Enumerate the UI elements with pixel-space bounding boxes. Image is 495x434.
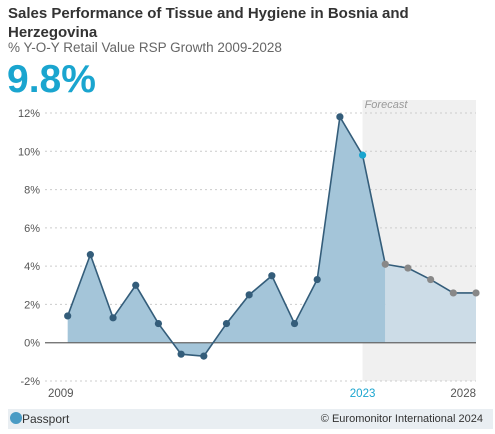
data-point bbox=[358, 151, 367, 159]
data-point bbox=[290, 319, 299, 328]
data-point bbox=[427, 275, 435, 284]
data-point bbox=[177, 350, 185, 358]
data-point bbox=[336, 113, 344, 121]
data-point bbox=[404, 264, 412, 272]
data-points bbox=[64, 113, 480, 360]
data-point bbox=[154, 319, 163, 328]
data-point bbox=[64, 312, 72, 320]
y-tick-label: 0% bbox=[24, 338, 40, 350]
x-tick-label: 2009 bbox=[48, 388, 74, 400]
footer-bar: Passport © Euromonitor International 202… bbox=[8, 409, 493, 429]
gridlines bbox=[45, 112, 476, 382]
data-point bbox=[449, 289, 457, 297]
y-tick-label: -2% bbox=[20, 376, 40, 388]
data-point bbox=[86, 251, 94, 259]
data-point bbox=[200, 352, 208, 360]
y-tick-label: 2% bbox=[24, 299, 40, 311]
data-point bbox=[268, 272, 276, 280]
chart-title: Sales Performance of Tissue and Hygiene … bbox=[8, 5, 409, 41]
y-tick-label: 10% bbox=[18, 146, 40, 158]
y-tick-label: 4% bbox=[24, 261, 40, 273]
y-axis-labels: -2% 0% 2% 4% 6% 8% 10% 12% bbox=[18, 108, 40, 388]
brand-label: Passport bbox=[22, 412, 70, 426]
data-point bbox=[472, 289, 480, 297]
forecast-area bbox=[385, 264, 476, 343]
passport-logo-icon bbox=[10, 412, 22, 424]
y-tick-label: 12% bbox=[18, 108, 40, 120]
forecast-label: Forecast bbox=[365, 99, 409, 111]
data-point bbox=[132, 281, 140, 289]
x-axis-labels: 2009 2023 2028 bbox=[48, 388, 476, 400]
copyright-credit: © Euromonitor International 2024 bbox=[320, 413, 483, 425]
data-point bbox=[381, 260, 389, 268]
chart-plot: Forecast -2% 0% 2% 4% 6% 8% 10% 12% 2009 2023 202… bbox=[18, 99, 480, 400]
data-point bbox=[109, 314, 117, 322]
data-point bbox=[222, 319, 231, 328]
data-point bbox=[245, 291, 253, 299]
y-tick-label: 6% bbox=[24, 223, 40, 235]
x-tick-label: 2028 bbox=[450, 388, 476, 400]
chart-subtitle: % Y-O-Y Retail Value RSP Growth 2009-202… bbox=[8, 40, 282, 55]
data-point bbox=[313, 275, 321, 284]
y-tick-label: 8% bbox=[24, 185, 40, 197]
x-tick-label: 2023 bbox=[350, 388, 376, 400]
headline-value: 9.8% bbox=[7, 58, 96, 101]
